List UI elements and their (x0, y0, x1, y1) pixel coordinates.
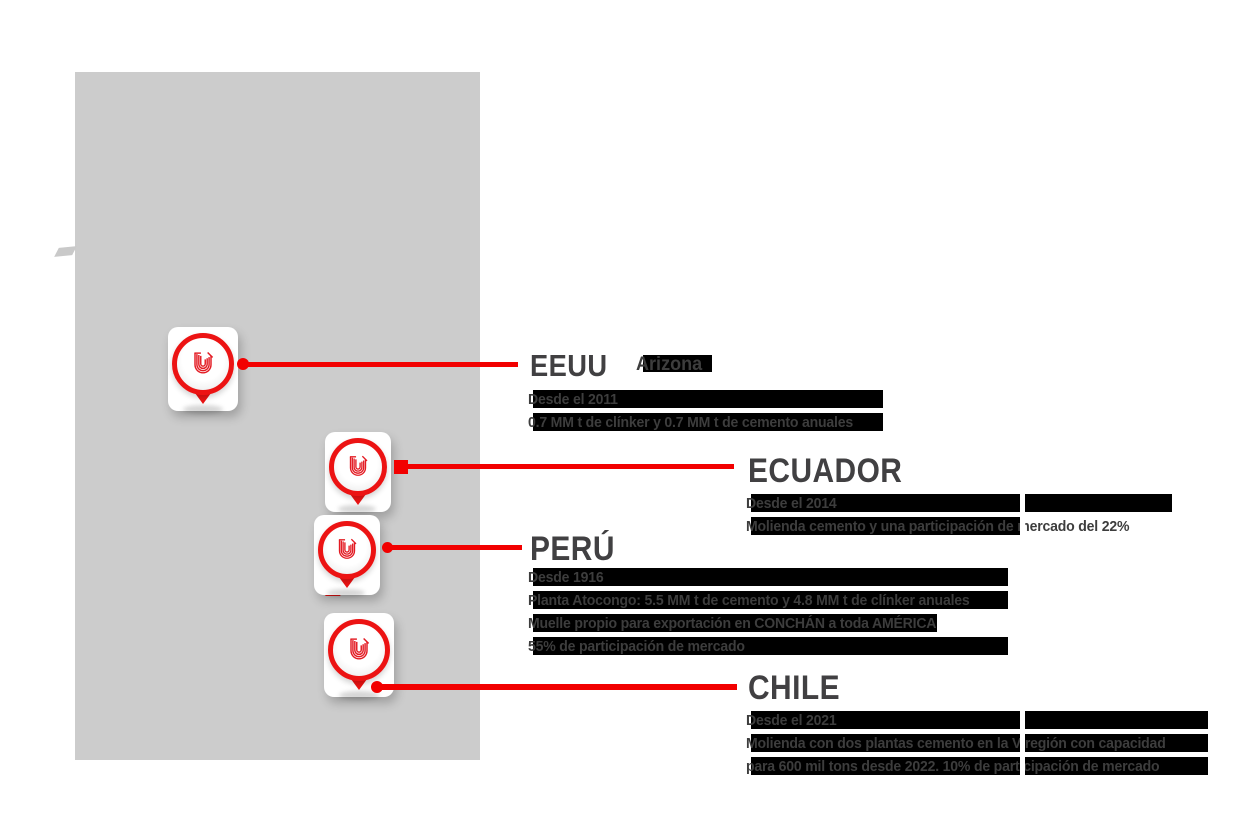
map-placeholder (75, 72, 480, 760)
location-title-ecuador: ECUADOR (748, 452, 903, 490)
highlight-bar (751, 734, 1208, 752)
location-details-peru: Desde 1916 Planta Atocongo: 5.5 MM t de … (528, 568, 1008, 660)
highlight-bar (751, 517, 1022, 535)
location-title-chile: CHILE (748, 669, 840, 707)
detail-line: Desde el 2014 (746, 494, 1172, 515)
location-title-peru: PERÚ (530, 530, 615, 568)
pin-shadow (327, 589, 365, 597)
highlight-bar (533, 390, 883, 408)
detail-line: Desde el 2021 (746, 711, 1208, 732)
bar-gap (1020, 494, 1025, 540)
detail-line: Desde 1916 (528, 568, 1008, 589)
location-title-eeuu: EEUU Arizona (530, 348, 712, 384)
location-details-eeuu: Desde el 2011 0.7 MM t de clínker y 0.7 … (528, 390, 883, 436)
pin-shadow (339, 691, 379, 700)
highlight-bar (533, 413, 883, 431)
connector-dot (382, 542, 393, 553)
detail-line: Molienda con dos plantas cemento en la V… (746, 734, 1208, 755)
detail-line: Molienda cemento y una participación de … (746, 517, 1130, 535)
connector-line (245, 362, 518, 367)
highlight-bar (751, 711, 1208, 729)
unacem-u-logo-icon (338, 538, 357, 559)
pin-circle (329, 438, 387, 496)
detail-line: 0.7 MM t de clínker y 0.7 MM t de cement… (528, 413, 883, 434)
highlight-bar (751, 494, 1172, 512)
subtitle-highlight-bar (643, 355, 712, 372)
location-subtitle-arizona: Arizona (636, 354, 712, 376)
pin-shadow (183, 405, 223, 414)
highlight-bar (533, 568, 1008, 586)
connector-dot (237, 358, 249, 370)
pin-shadow (338, 505, 376, 513)
connector-line (405, 464, 734, 469)
pin-circle (318, 521, 376, 579)
map-island-fragment (54, 246, 77, 257)
detail-line: Planta Atocongo: 5.5 MM t de cemento y 4… (528, 591, 1008, 612)
connector-line (380, 684, 737, 690)
unacem-u-logo-icon (350, 637, 370, 660)
connector-square (394, 460, 408, 474)
highlight-bar (751, 757, 1208, 775)
pin-circle (328, 619, 390, 681)
bar-gap (1020, 711, 1025, 780)
location-details-chile: Desde el 2021 Molienda con dos plantas c… (746, 711, 1208, 780)
highlight-bar (533, 637, 1008, 655)
detail-line: 55% de participación de mercado (528, 637, 1008, 658)
location-details-ecuador: Desde el 2014 Molienda cemento y una par… (746, 494, 1172, 540)
detail-line: Desde el 2011 (528, 390, 883, 411)
detail-line: para 600 mil tons desde 2022. 10% de par… (746, 757, 1208, 778)
unacem-u-logo-icon (194, 351, 214, 374)
pin-circle (172, 333, 234, 395)
detail-line: Muelle propio para exportación en CONCHÁ… (528, 614, 937, 632)
highlight-bar (533, 591, 1008, 609)
connector-line (390, 545, 522, 550)
unacem-u-logo-icon (349, 455, 368, 476)
highlight-bar (533, 614, 937, 632)
